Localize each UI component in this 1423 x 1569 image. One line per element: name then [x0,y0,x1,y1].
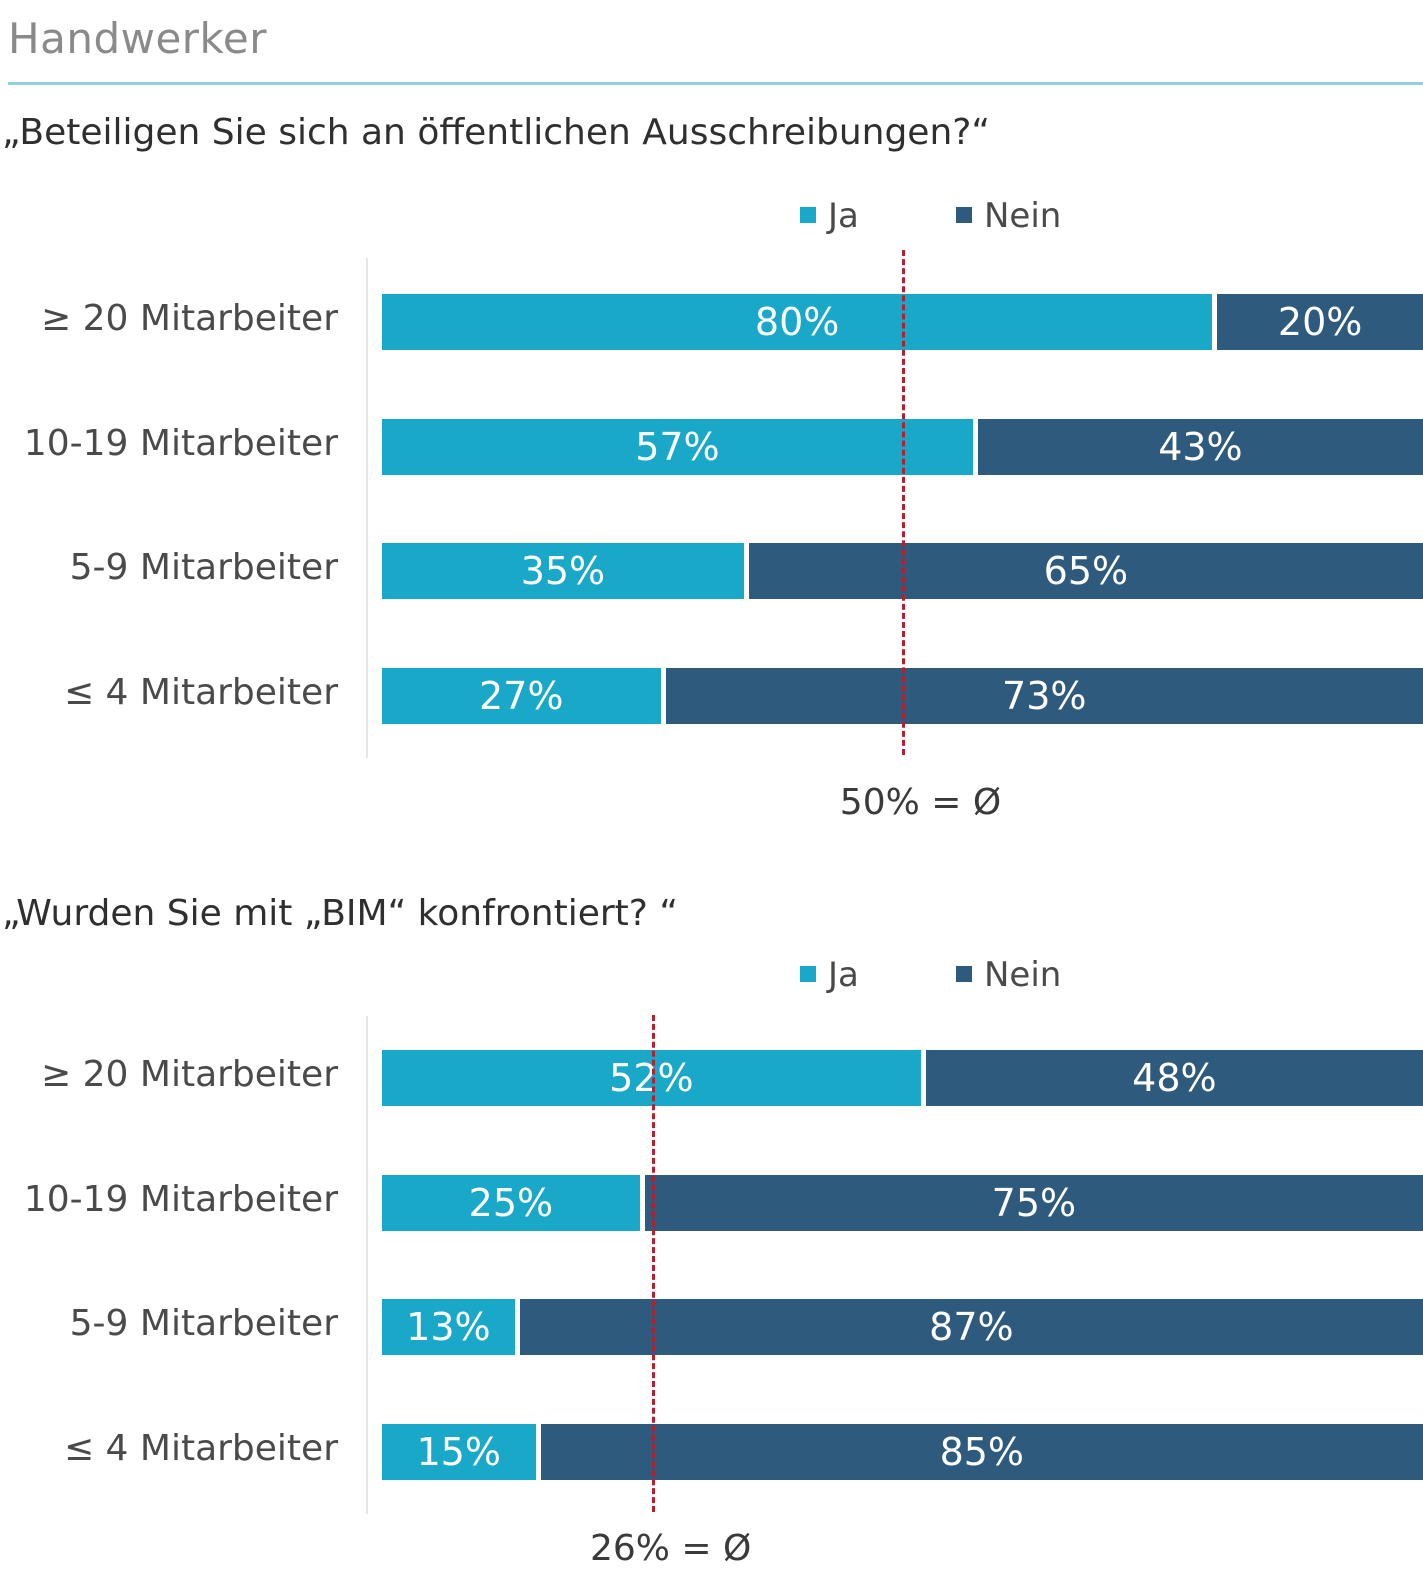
average-reference-line [901,250,905,755]
bar-ja: 35% [382,543,744,599]
category-label: 10-19 Mitarbeiter [23,422,338,464]
bar-value-label: 20% [1277,300,1363,344]
bar-ja: 27% [382,667,661,724]
bar-ja: 25% [382,1174,640,1231]
legend-item-ja: Ja [800,955,859,995]
category-label: 10-19 Mitarbeiter [23,1178,338,1220]
bar-value-label: 48% [1132,1056,1217,1100]
average-label: 26% = Ø [589,1528,752,1569]
legend-label: Nein [984,955,1062,995]
bar-value-label: 27% [479,673,564,718]
legend-item-ja: Ja [800,196,859,236]
bar-ja: 15% [382,1423,536,1480]
bar-value-label: 52% [609,1056,694,1100]
bar-ja: 57% [382,418,973,475]
title-divider [8,82,1423,85]
average-label: 50% = Ø [839,782,1002,823]
bar-nein: 43% [977,418,1423,475]
bar-value-label: 85% [939,1429,1025,1474]
category-label: ≤ 4 Mitarbeiter [63,1427,338,1469]
chart-title: „Beteiligen Sie sich an öffentlichen Aus… [2,112,991,153]
legend-swatch [800,966,816,982]
bar-value-label: 13% [406,1305,491,1349]
category-label: ≥ 20 Mitarbeiter [41,1054,338,1095]
legend-swatch [956,966,972,982]
legend-label: Nein [984,196,1062,236]
category-label: 5-9 Mitarbeiter [69,547,338,588]
category-label: ≥ 20 Mitarbeiter [41,298,338,339]
legend-item-nein: Nein [956,196,1061,236]
bar-nein: 73% [665,667,1423,724]
legend-swatch [956,207,972,223]
bar-value-label: 57% [635,424,720,469]
bar-value-label: 15% [416,1429,502,1474]
category-label: ≤ 4 Mitarbeiter [63,671,338,713]
category-label: 5-9 Mitarbeiter [69,1303,338,1344]
bar-nein: 87% [519,1299,1423,1355]
bar-nein: 48% [925,1050,1423,1106]
bar-ja: 13% [382,1299,515,1355]
bar-value-label: 73% [1002,673,1087,718]
legend-swatch [800,207,816,223]
chart-title: „Wurden Sie mit „BIM“ konfrontiert? “ [2,893,678,934]
bar-ja: 52% [382,1050,921,1106]
bar-value-label: 75% [991,1180,1077,1225]
bar-value-label: 80% [754,300,840,344]
legend-label: Ja [828,196,859,236]
bar-value-label: 65% [1043,549,1129,593]
bar-value-label: 43% [1158,424,1243,469]
legend-item-nein: Nein [956,955,1061,995]
legend-label: Ja [828,955,859,995]
page-title: Handwerker [8,14,267,63]
bar-nein: 75% [644,1174,1423,1231]
bar-value-label: 87% [929,1305,1014,1349]
bar-ja: 80% [382,294,1213,350]
category-axis [366,1016,378,1514]
bar-nein: 65% [748,543,1423,599]
category-axis [366,258,378,758]
bar-value-label: 25% [468,1180,554,1225]
bar-nein: 20% [1217,294,1423,350]
bar-nein: 85% [540,1423,1423,1480]
average-reference-line [651,1015,655,1512]
bar-value-label: 35% [520,549,606,593]
